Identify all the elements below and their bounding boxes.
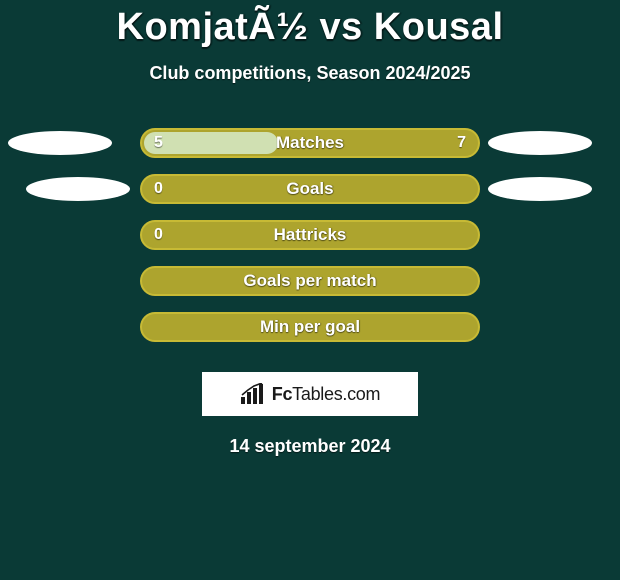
stat-label: Matches xyxy=(276,133,344,153)
stat-row: Matches 5 7 xyxy=(0,120,620,166)
stat-fill-left xyxy=(144,132,278,154)
stat-label: Min per goal xyxy=(260,317,360,337)
stat-value-left: 0 xyxy=(154,226,163,244)
stat-row: Hattricks 0 xyxy=(0,212,620,258)
page-title: KomjatÃ½ vs Kousal xyxy=(0,0,620,49)
player-right-marker xyxy=(488,177,592,201)
stat-row: Goals per match xyxy=(0,258,620,304)
player-left-marker xyxy=(8,131,112,155)
stat-value-right: 7 xyxy=(457,134,466,152)
subtitle: Club competitions, Season 2024/2025 xyxy=(0,63,620,84)
comparison-infographic: KomjatÃ½ vs Kousal Club competitions, Se… xyxy=(0,0,620,580)
stat-label: Goals per match xyxy=(243,271,376,291)
stat-pill: Goals per match xyxy=(140,266,480,296)
bar-chart-icon xyxy=(240,383,266,405)
stat-bars: Matches 5 7 Goals 0 Hattricks 0 Goals per match… xyxy=(0,120,620,350)
stat-row: Goals 0 xyxy=(0,166,620,212)
stat-row: Min per goal xyxy=(0,304,620,350)
date-label: 14 september 2024 xyxy=(0,436,620,457)
stat-pill: Hattricks 0 xyxy=(140,220,480,250)
stat-pill: Goals 0 xyxy=(140,174,480,204)
stat-pill: Matches 5 7 xyxy=(140,128,480,158)
logo-box: FcTables.com xyxy=(202,372,418,416)
logo-rest: Tables.com xyxy=(292,384,380,404)
stat-pill: Min per goal xyxy=(140,312,480,342)
player-right-marker xyxy=(488,131,592,155)
stat-value-left: 5 xyxy=(154,134,163,152)
stat-label: Goals xyxy=(286,179,333,199)
logo-prefix: Fc xyxy=(272,384,292,404)
player-left-marker xyxy=(26,177,130,201)
stat-label: Hattricks xyxy=(274,225,347,245)
logo-text: FcTables.com xyxy=(272,384,380,405)
stat-value-left: 0 xyxy=(154,180,163,198)
